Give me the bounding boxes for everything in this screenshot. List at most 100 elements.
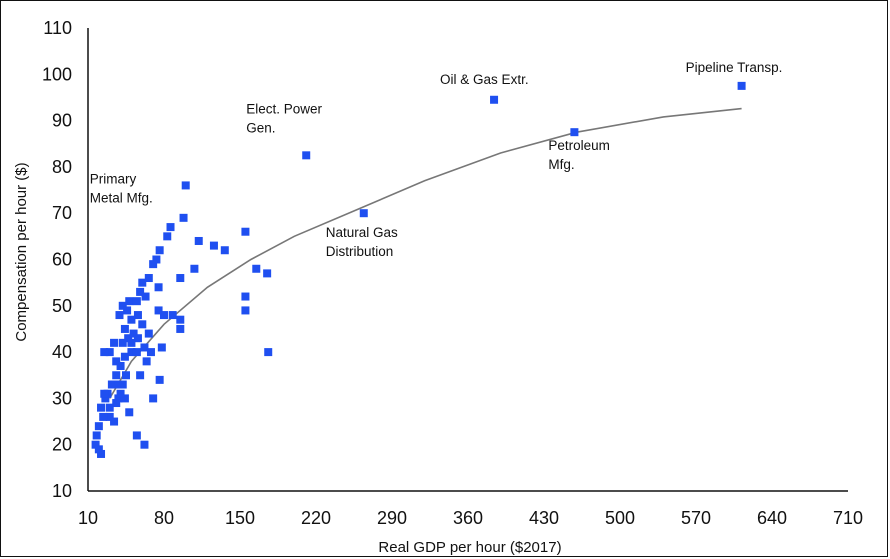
data-point [105,403,114,412]
data-point [176,274,185,283]
annotation-label: Elect. Power Gen. [246,101,322,135]
data-point [241,292,250,301]
trend-layer [109,107,742,399]
y-tick-label: 70 [52,203,72,223]
data-point [122,371,130,380]
data-point [132,348,141,357]
data-point [110,338,119,347]
data-point [149,260,158,269]
data-point [115,311,124,320]
data-point [166,223,175,232]
x-tick-labels: 10 80 150 220 290 360 430 500 570 640 710 [78,508,863,528]
data-point [168,311,177,320]
data-point [163,232,172,241]
data-point [154,306,163,315]
data-point [112,371,121,380]
y-tick-labels: 10 20 30 40 50 60 70 80 90 100 110 [42,18,72,501]
data-point [302,151,311,160]
data-point [157,343,166,352]
data-point [155,246,164,255]
data-point [127,315,136,324]
data-point [220,246,229,255]
x-tick-label: 500 [605,508,635,528]
data-point [136,371,145,380]
data-point [149,394,158,403]
data-point [123,306,132,315]
y-tick-label: 80 [52,157,72,177]
annotation-label: Natural Gas Distribution [326,225,398,259]
data-point [120,394,129,403]
x-tick-label: 710 [833,508,863,528]
data-point [94,445,103,454]
data-point [116,361,125,370]
data-point [92,431,101,440]
x-axis-label: Real GDP per hour ($2017) [378,539,561,556]
y-tick-label: 50 [52,296,72,316]
data-point [127,348,136,357]
annotation-label: Primary Metal Mfg. [90,171,153,205]
data-point [160,311,168,320]
data-point [152,255,161,264]
data-point [105,412,114,421]
data-point [133,311,142,320]
data-point [94,422,103,431]
data-point [107,380,116,389]
data-point [264,348,273,357]
data-point [138,278,147,287]
data-point [97,449,106,458]
data-point [120,352,129,361]
data-point [144,274,153,283]
data-point [144,329,153,338]
data-point [125,297,134,306]
data-point [112,399,121,408]
x-tick-label: 570 [681,508,711,528]
y-axis-label: Compensation per hour ($) [13,162,30,341]
data-point [105,348,114,357]
x-tick-label: 360 [453,508,483,528]
data-point [101,394,110,403]
data-point [100,389,109,398]
data-point [490,95,499,104]
data-point [263,269,272,278]
data-point [97,403,106,412]
y-tick-label: 20 [52,435,72,455]
data-point [179,213,188,222]
data-point [116,389,125,398]
data-point [125,408,134,417]
data-point [129,329,138,338]
data-point [194,236,203,245]
trend-line [109,107,742,399]
data-point [209,241,218,250]
data-point [359,209,368,218]
data-point [132,297,141,306]
data-point [118,301,127,310]
data-point [176,315,185,324]
data-point [100,348,109,357]
data-point [154,283,163,292]
x-tick-label: 640 [757,508,787,528]
annotation-label: Pipeline Transp. [686,60,783,75]
annotation-label: Oil & Gas Extr. [440,72,529,87]
x-tick-label: 80 [154,508,174,528]
y-tick-label: 110 [43,18,72,38]
x-tick-label: 220 [301,508,331,528]
data-point [91,440,100,449]
data-point [141,292,150,301]
annotation-label: Petroleum Mfg. [548,138,610,172]
data-point [110,417,119,426]
axes-layer [87,28,848,492]
data-point [133,334,142,343]
x-tick-label: 150 [225,508,255,528]
data-point [570,128,579,137]
data-point [120,324,129,333]
data-point [176,324,185,333]
data-point [118,338,127,347]
x-tick-label: 290 [377,508,407,528]
data-point [138,320,147,329]
data-point [140,343,149,352]
data-point [190,264,199,273]
data-point [118,380,127,389]
data-point [132,431,141,440]
data-point [99,412,108,421]
